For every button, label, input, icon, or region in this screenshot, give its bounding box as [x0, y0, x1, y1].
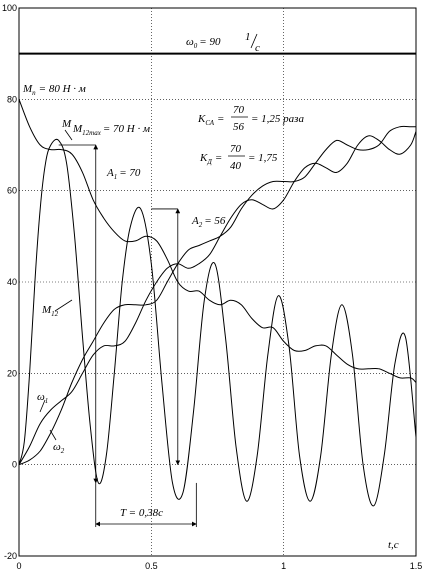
omega2-label-leader [49, 429, 57, 441]
m-curve [18, 99, 417, 383]
ksa-result: = 1,25 раза [251, 113, 304, 125]
x-tick-label-0: 0 [16, 561, 21, 571]
mp-label: Mп = 80 Н · м [22, 83, 86, 97]
y-tick-label-1: 0 [12, 460, 17, 470]
kd-denominator: 40 [230, 160, 242, 172]
ksa-numerator: 70 [233, 104, 245, 116]
omega0-unit-slash [250, 33, 258, 49]
annotation-markers [39, 129, 197, 528]
ksa-label: KСА = [197, 113, 224, 127]
grid-lines [19, 8, 416, 556]
ksa-denominator: 56 [233, 121, 245, 133]
x-tick-label-3: 1.5 [410, 561, 423, 571]
period-label: T = 0,38c [120, 507, 163, 519]
omega1-curve-label: ω1 [37, 391, 48, 405]
omega1-curve [18, 131, 417, 465]
x-axis-label: t,c [388, 539, 399, 551]
omega0-unit-num: 1 [245, 31, 251, 43]
m-curve-label: M [61, 118, 72, 130]
y-tick-label-0: -20 [4, 551, 17, 561]
omega1-label-leader [39, 399, 46, 413]
plot-frame [18, 7, 417, 557]
omega2-curve-label: ω2 [53, 441, 65, 455]
kd-result: = 1,75 [248, 152, 278, 164]
m12-curve-label: M12 [41, 304, 59, 318]
m12-label-leader [54, 299, 73, 312]
y-tick-label-4: 60 [7, 186, 17, 196]
omega0-unit-den: c [255, 42, 260, 54]
kd-label: KД = [199, 152, 222, 166]
x-tick-label-2: 1 [281, 561, 286, 571]
y-tick-label-6: 100 [2, 3, 17, 13]
kd-numerator: 70 [230, 143, 242, 155]
y-tick-label-2: 20 [7, 368, 17, 378]
series-group [18, 52, 417, 507]
y-tick-label-5: 80 [7, 94, 17, 104]
y-tick-label-3: 40 [7, 277, 17, 287]
m12-curve [18, 138, 417, 507]
m-label-leader [64, 129, 73, 141]
x-tick-label-1: 0.5 [145, 561, 158, 571]
a2-label: A2 = 56 [191, 215, 226, 229]
a1-label: A1 = 70 [106, 167, 141, 181]
omega2-curve [18, 125, 416, 466]
omega0-label: ω0 = 90 [186, 36, 221, 50]
m12max-label: M12max = 70 Н · м [72, 123, 150, 137]
